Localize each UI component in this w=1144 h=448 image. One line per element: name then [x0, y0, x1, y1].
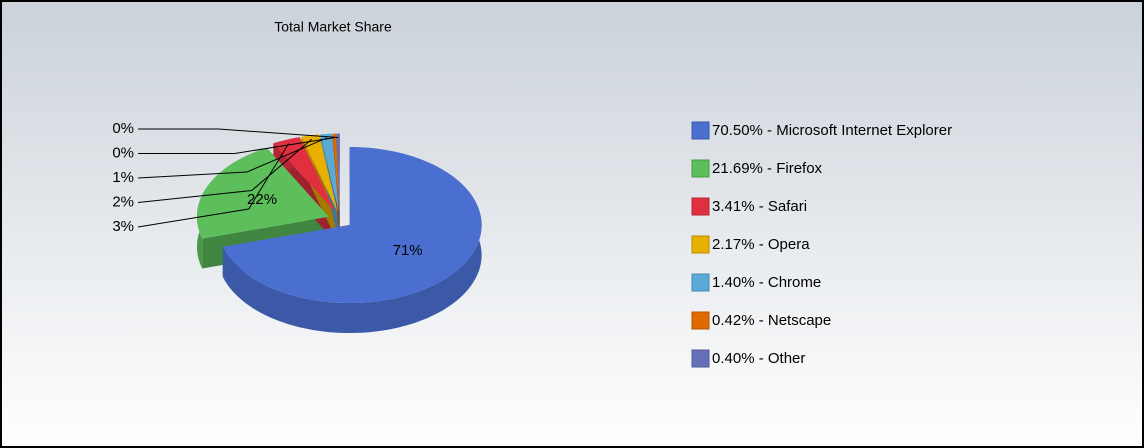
legend: 70.50% - Microsoft Internet Explorer 21.6… [691, 121, 952, 368]
pie-labels: 71% 22% 3% 2% 1% 0% 0% [112, 120, 422, 259]
data-label: 22% [247, 191, 277, 208]
legend-swatch [691, 311, 710, 330]
data-label: 1% [112, 169, 134, 186]
pie-tops [197, 133, 482, 303]
chart-title: Total Market Share [274, 19, 392, 35]
slice [197, 147, 329, 239]
slice [273, 137, 336, 213]
data-label: 3% [112, 218, 134, 235]
slice [320, 133, 339, 212]
leader-line [137, 137, 328, 179]
slice [336, 133, 340, 212]
leader-line [137, 143, 290, 228]
legend-label: 0.40% - Other [712, 350, 805, 367]
slice [222, 147, 482, 303]
legend-label: 2.17% - Opera [712, 236, 810, 253]
data-label: 0% [112, 144, 134, 161]
leader-line [137, 138, 313, 203]
legend-swatch [691, 349, 710, 368]
legend-label: 0.42% - Netscape [712, 312, 831, 329]
legend-swatch [691, 235, 710, 254]
data-label: 2% [112, 193, 134, 210]
legend-label: 3.41% - Safari [712, 198, 807, 215]
data-label: 0% [112, 120, 134, 137]
slice [301, 134, 338, 212]
legend-label: 21.69% - Firefox [712, 160, 823, 177]
legend-swatch [691, 159, 710, 178]
legend-swatch [691, 197, 710, 216]
legend-label: 70.50% - Microsoft Internet Explorer [712, 122, 952, 139]
legend-label: 1.40% - Chrome [712, 274, 821, 291]
leader-line [138, 137, 335, 154]
leader-line [138, 128, 339, 138]
legend-swatch [691, 121, 710, 140]
data-label: 71% [393, 242, 423, 259]
legend-swatch [691, 273, 710, 292]
slice [332, 133, 340, 212]
